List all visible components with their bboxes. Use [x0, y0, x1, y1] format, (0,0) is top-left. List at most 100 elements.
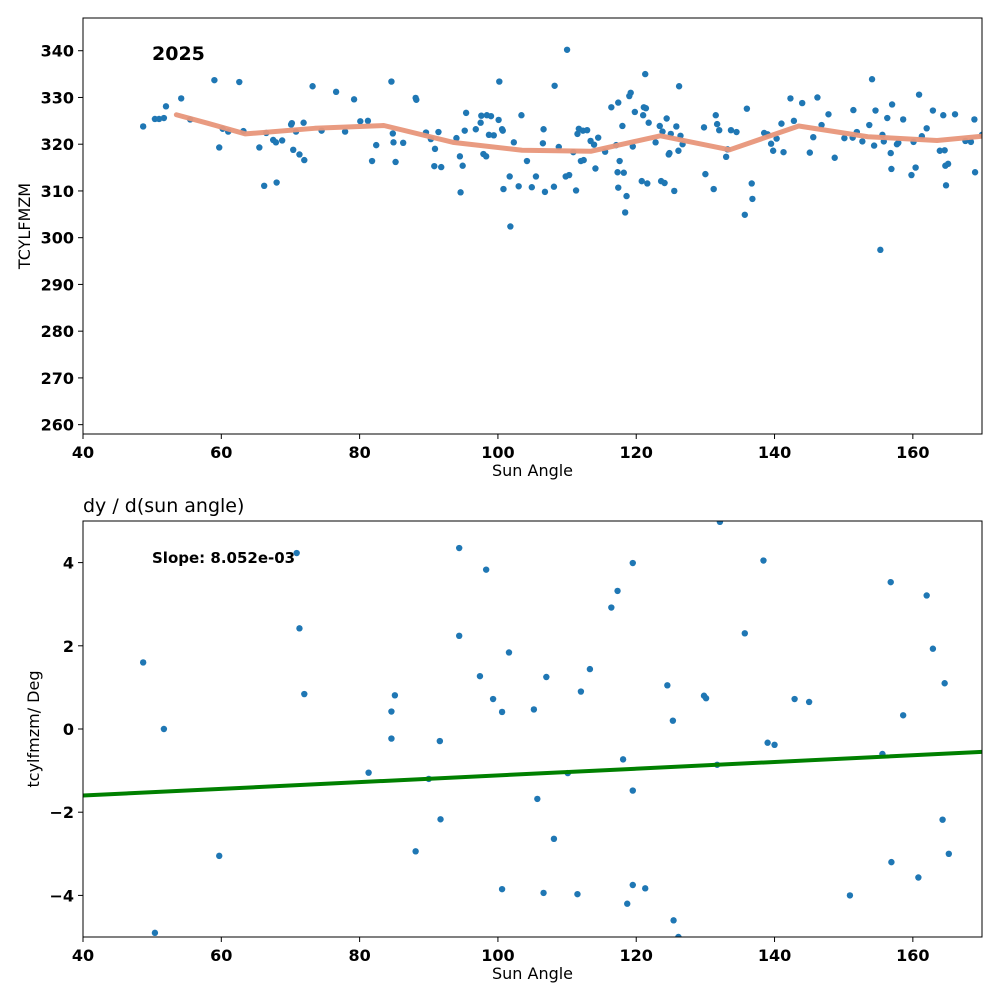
data-point — [477, 119, 484, 126]
data-point — [702, 170, 709, 178]
data-point — [778, 120, 785, 127]
data-point — [431, 162, 438, 170]
x-tick-label: 100 — [481, 946, 514, 965]
data-point — [574, 890, 581, 898]
data-point — [663, 115, 670, 122]
data-point — [476, 672, 484, 680]
data-point — [642, 885, 649, 892]
data-point — [498, 708, 506, 716]
data-point — [615, 99, 622, 106]
data-point — [675, 83, 683, 90]
data-point — [722, 153, 730, 161]
data-point — [615, 184, 622, 191]
data-point — [645, 119, 652, 126]
data-point — [583, 126, 591, 134]
data-point — [472, 126, 479, 133]
data-point — [592, 165, 599, 172]
y-tick-label: 2 — [63, 637, 74, 656]
data-point — [373, 141, 380, 149]
data-point — [870, 142, 878, 149]
data-point — [574, 130, 581, 138]
data-point — [456, 153, 464, 160]
data-point — [971, 169, 979, 176]
data-point — [390, 139, 397, 146]
data-point — [656, 122, 663, 130]
data-point — [278, 137, 286, 144]
data-point — [586, 665, 594, 673]
data-point — [368, 157, 376, 165]
data-point — [506, 173, 513, 180]
x-tick-label: 40 — [72, 443, 94, 462]
data-point — [515, 183, 522, 190]
data-point — [700, 124, 708, 131]
data-point — [831, 154, 838, 161]
data-point — [301, 690, 308, 698]
data-point — [487, 112, 495, 120]
data-point — [624, 900, 631, 907]
data-point — [659, 128, 666, 135]
data-point — [642, 105, 650, 112]
data-point — [727, 126, 735, 134]
data-point — [884, 114, 891, 122]
data-point — [392, 158, 399, 166]
data-point — [565, 171, 573, 179]
data-point — [577, 688, 585, 695]
y-tick-label: 340 — [41, 42, 74, 61]
data-point — [675, 147, 682, 154]
data-point — [528, 184, 536, 191]
plot-area — [83, 521, 982, 937]
x-tick-label: 120 — [620, 946, 653, 965]
data-point — [887, 578, 894, 586]
data-point — [496, 78, 503, 85]
plot-frame — [82, 520, 983, 938]
data-point — [923, 125, 930, 132]
data-point — [388, 78, 395, 85]
data-point — [669, 717, 677, 724]
x-tick-label: 40 — [72, 946, 94, 965]
data-point — [518, 112, 525, 119]
data-point — [908, 171, 915, 179]
data-point — [619, 122, 626, 130]
data-point — [301, 156, 308, 164]
x-tick-label: 60 — [210, 946, 232, 965]
trend-line — [83, 749, 982, 798]
data-point — [608, 104, 615, 111]
data-point — [716, 521, 724, 526]
data-point — [139, 123, 147, 130]
y-tick-label: −4 — [49, 886, 74, 905]
data-point — [482, 566, 490, 573]
data-point — [623, 192, 630, 200]
data-point — [530, 706, 538, 713]
data-point — [256, 144, 263, 151]
x-tick-label: 100 — [481, 443, 514, 462]
y-tick-label: 310 — [41, 182, 74, 201]
data-point — [391, 692, 399, 699]
data-point — [438, 163, 445, 171]
data-point — [216, 144, 223, 151]
x-axis-label: Sun Angle — [492, 461, 573, 480]
data-point — [532, 173, 540, 180]
data-point — [716, 126, 723, 134]
chart-panel-bottom: dy / d(sun angle) 40 60 80 100 120 140 160 −4 −2 0… — [24, 495, 983, 983]
data-point — [710, 185, 717, 193]
data-point — [540, 126, 547, 133]
data-point — [608, 604, 615, 611]
data-point — [899, 116, 907, 123]
data-point — [293, 549, 300, 557]
data-point — [550, 183, 558, 190]
chart-annotation: Slope: 8.052e-03 — [152, 549, 295, 567]
data-point — [413, 96, 420, 103]
data-point — [594, 134, 602, 141]
data-point — [614, 587, 621, 595]
data-point — [760, 557, 767, 564]
data-point — [818, 121, 825, 129]
data-point — [771, 741, 778, 749]
y-tick-label: −2 — [49, 803, 74, 822]
data-point — [177, 95, 185, 102]
data-point — [787, 95, 794, 102]
data-point — [888, 165, 895, 173]
data-point — [670, 917, 677, 924]
data-point — [620, 169, 627, 176]
y-tick-label: 4 — [63, 554, 74, 573]
